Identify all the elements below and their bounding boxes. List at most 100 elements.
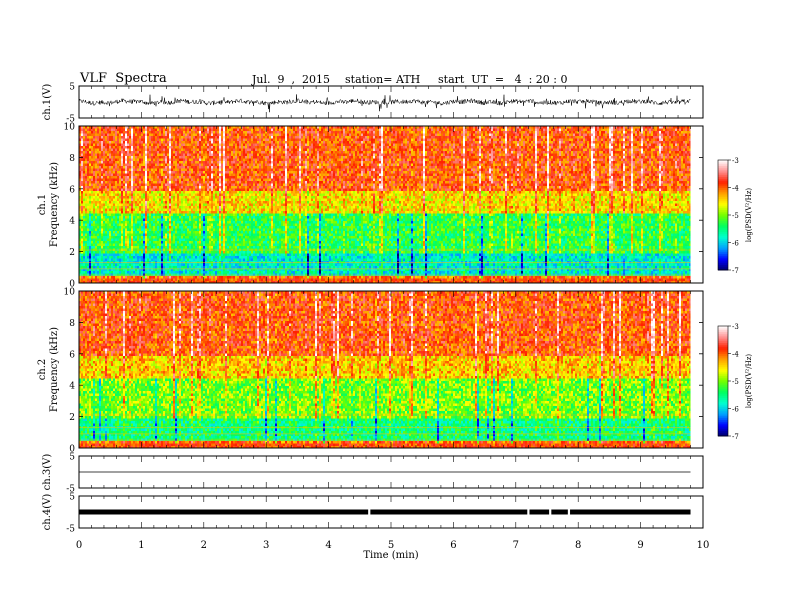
ch1-cell <box>203 138 206 142</box>
ch1-cell <box>145 126 148 129</box>
ch1-cell <box>131 158 134 162</box>
ch1-cell <box>97 201 100 204</box>
ch1-cell <box>117 216 120 219</box>
ch1-cell <box>199 141 202 144</box>
ch1-cell <box>105 168 108 172</box>
ch1-cell <box>173 238 176 242</box>
ch1-cell <box>221 188 224 192</box>
ch1-cell <box>187 256 190 259</box>
ch1-cell <box>183 128 186 132</box>
ch1-cell <box>89 258 92 262</box>
ch1-cell <box>135 223 138 227</box>
ch1-cell <box>157 221 160 224</box>
ch1-cell <box>227 281 230 283</box>
ch1-cell <box>123 133 126 137</box>
ch1-cell <box>143 246 146 249</box>
ch1-cell <box>113 256 116 259</box>
ch1-cell <box>97 216 100 219</box>
ch1-cell <box>149 246 152 249</box>
ch1-cell <box>151 138 154 142</box>
ch1-cell <box>155 173 158 177</box>
ch1-cell <box>217 241 220 244</box>
ch1-cell <box>83 238 86 242</box>
ch1-cell <box>137 156 140 159</box>
ch1-cell <box>147 156 150 159</box>
ch1-cell <box>163 251 166 254</box>
ch1-cell <box>175 203 178 207</box>
ch1-cell <box>209 171 212 174</box>
ch1-cell <box>167 146 170 149</box>
ch1-cell <box>209 271 212 274</box>
ch1-cell <box>141 236 144 239</box>
ch1-cell <box>105 143 108 147</box>
ch1-cell <box>167 141 170 144</box>
ch1-cell <box>139 198 142 202</box>
ch1-cell <box>153 256 156 259</box>
ch1-cell <box>95 206 98 209</box>
ch1-cell <box>95 228 98 232</box>
ch1-cell <box>121 173 124 177</box>
ch1-cell <box>115 256 118 259</box>
ch1-cell <box>227 163 230 167</box>
ch1-cell <box>133 181 136 184</box>
ch1-cell <box>143 256 146 259</box>
ch1-cell <box>179 181 182 184</box>
ch1-cell <box>229 266 232 269</box>
ch1-cell <box>199 223 202 227</box>
ch1-cell <box>193 263 196 267</box>
ch1-cell <box>121 138 124 142</box>
ch1-cell <box>221 171 224 174</box>
ch1-cell <box>89 253 92 257</box>
ch1-cell <box>125 281 128 283</box>
ch1-cell <box>157 146 160 149</box>
ch1-cell <box>95 251 98 254</box>
ch1-cell <box>163 221 166 224</box>
ch1-cell <box>189 168 192 172</box>
ch1-cell <box>139 271 142 274</box>
ch1-cell <box>129 238 132 242</box>
ch1-cell <box>193 208 196 212</box>
ch1-cell <box>207 141 210 144</box>
ch1-cell <box>187 271 190 274</box>
ch1-cell <box>203 258 206 262</box>
ch1-cell <box>81 221 84 224</box>
ch1-cell <box>131 263 134 267</box>
ch1-cell <box>133 171 136 174</box>
ch1-cell <box>79 196 82 199</box>
ch1-cell <box>197 198 200 202</box>
ch1-cell <box>227 181 230 184</box>
ch1-cell <box>115 258 118 262</box>
ch1-cell <box>229 278 232 282</box>
ch1-cell <box>167 151 170 154</box>
ch1-cell <box>83 153 86 157</box>
ch1-cell <box>221 211 224 214</box>
ch1-cell <box>131 268 134 272</box>
ch1-cell <box>107 276 110 279</box>
ch1-cell <box>161 211 164 214</box>
ch1-cell <box>159 231 162 234</box>
ch1-cell <box>87 271 90 274</box>
ch1-cell <box>183 233 186 237</box>
ch1-cell <box>225 138 228 142</box>
ch1-cell <box>183 196 186 199</box>
ch1-cell <box>215 278 218 282</box>
ch1-cell <box>159 161 162 164</box>
ch1-cell <box>145 268 148 272</box>
ch1-cell <box>101 193 104 197</box>
ch1-cell <box>221 181 224 184</box>
ch1-cell <box>205 196 208 199</box>
ch1-cell <box>99 253 102 257</box>
ch1-cell <box>123 221 126 224</box>
ch1-cell <box>193 206 196 209</box>
ch1-cell <box>179 208 182 212</box>
ch1-cell <box>113 258 116 262</box>
ch1-cell <box>185 166 188 169</box>
ch1-cell <box>155 138 158 142</box>
ch1-cell <box>217 228 220 232</box>
ch1-cell <box>89 171 92 174</box>
ch1-cell <box>159 186 162 189</box>
ch1-cell <box>95 218 98 222</box>
ch1-cell <box>95 136 98 139</box>
ch1-cell <box>209 161 212 164</box>
ch1-cell <box>103 156 106 159</box>
